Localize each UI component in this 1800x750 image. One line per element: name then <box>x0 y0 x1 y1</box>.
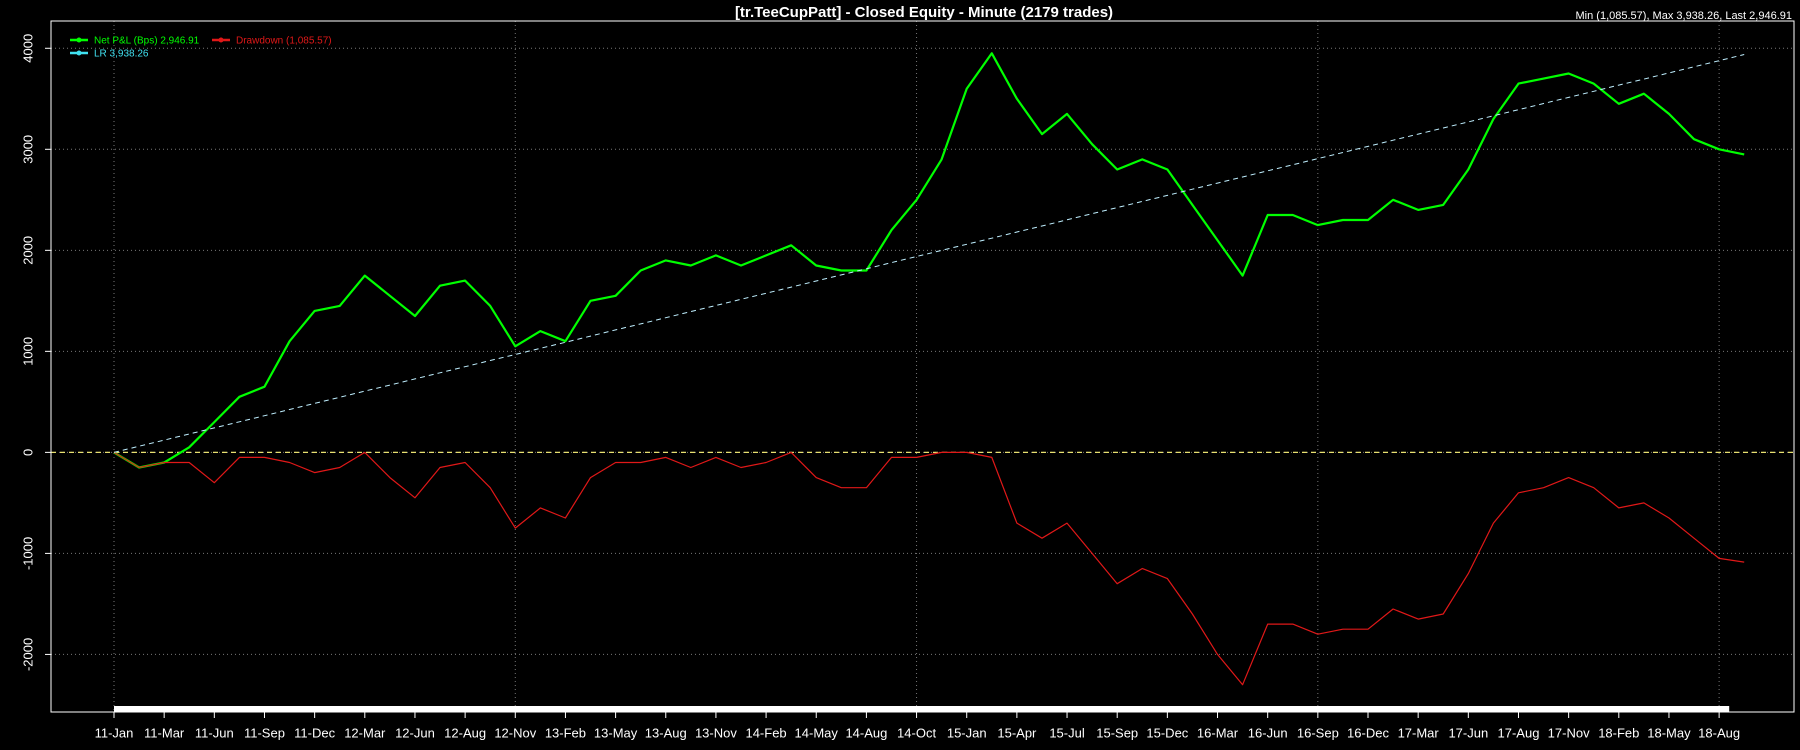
x-tick-label: 14-Aug <box>845 725 887 740</box>
x-tick-label: 16-Dec <box>1347 725 1389 740</box>
legend-dot <box>76 37 82 43</box>
x-tick-label: 11-Dec <box>294 725 335 740</box>
plot-area: -2000 -1000 0 1000 2000 3000 4000 11-Jan 11-Mar 1… <box>20 21 1794 740</box>
x-tick-label: 12-Mar <box>344 725 386 740</box>
x-tick-label: 15-Apr <box>997 725 1037 740</box>
x-tick-label: 18-Feb <box>1598 725 1639 740</box>
x-tick-label: 13-Nov <box>695 725 737 740</box>
legend-dot <box>218 37 224 43</box>
x-tick-label: 14-May <box>795 725 839 740</box>
x-tick-label: 17-Mar <box>1398 725 1440 740</box>
series-line <box>113 54 1745 453</box>
x-tick-label: 16-Sep <box>1297 725 1339 740</box>
x-tick-label: 18-Aug <box>1698 725 1740 740</box>
x-tick-label: 17-Jun <box>1448 725 1488 740</box>
series-line <box>113 52 1745 469</box>
x-tick-label: 13-Aug <box>645 725 687 740</box>
legend-label: Drawdown (1,085.57) <box>236 36 332 47</box>
y-tick-label: 0 <box>20 449 35 456</box>
legend-dot <box>76 50 82 56</box>
series-line <box>113 451 1745 686</box>
y-tick-label: 3000 <box>20 135 35 164</box>
x-tick-label: 11-Sep <box>244 725 285 740</box>
x-tick-label: 12-Aug <box>444 725 486 740</box>
x-tick-label: 11-Jan <box>95 725 134 740</box>
legend-label: LR 3,938.26 <box>94 49 149 60</box>
y-tick-label: 4000 <box>20 34 35 63</box>
x-tick-label: 14-Oct <box>897 725 936 740</box>
y-tick-label: -1000 <box>20 537 35 570</box>
x-tick-label: 13-Feb <box>545 725 586 740</box>
x-tick-label: 12-Jun <box>395 725 435 740</box>
time-rug <box>114 706 1730 712</box>
chart-subtitle: Min (1,085.57), Max 3,938.26, Last 2,946… <box>1576 10 1792 22</box>
x-tick-label: 14-Feb <box>745 725 786 740</box>
x-tick-label: 17-Aug <box>1498 725 1540 740</box>
x-tick-label: 16-Jun <box>1248 725 1288 740</box>
x-tick-label: 11-Mar <box>144 725 185 740</box>
x-tick-label: 13-May <box>594 725 638 740</box>
x-tick-label: 16-Mar <box>1197 725 1239 740</box>
y-tick-label: 1000 <box>20 337 35 366</box>
x-tick-label: 18-May <box>1647 725 1691 740</box>
x-tick-label: 15-Jan <box>947 725 987 740</box>
x-tick-label: 17-Nov <box>1548 725 1590 740</box>
plot-border <box>50 20 1795 713</box>
y-tick-label: 2000 <box>20 236 35 265</box>
x-tick-label: 15-Dec <box>1146 725 1188 740</box>
legend: Net P&L (Bps) 2,946.91 Drawdown (1,085.57… <box>70 36 332 60</box>
x-tick-label: 15-Sep <box>1096 725 1138 740</box>
chart-title: [tr.TeeCupPatt] - Closed Equity - Minute… <box>735 4 1113 21</box>
x-tick-label: 12-Nov <box>494 725 536 740</box>
x-tick-label: 11-Jun <box>195 725 234 740</box>
legend-label: Net P&L (Bps) 2,946.91 <box>94 36 200 47</box>
x-tick-label: 15-Jul <box>1049 725 1085 740</box>
y-tick-label: -2000 <box>20 638 35 671</box>
